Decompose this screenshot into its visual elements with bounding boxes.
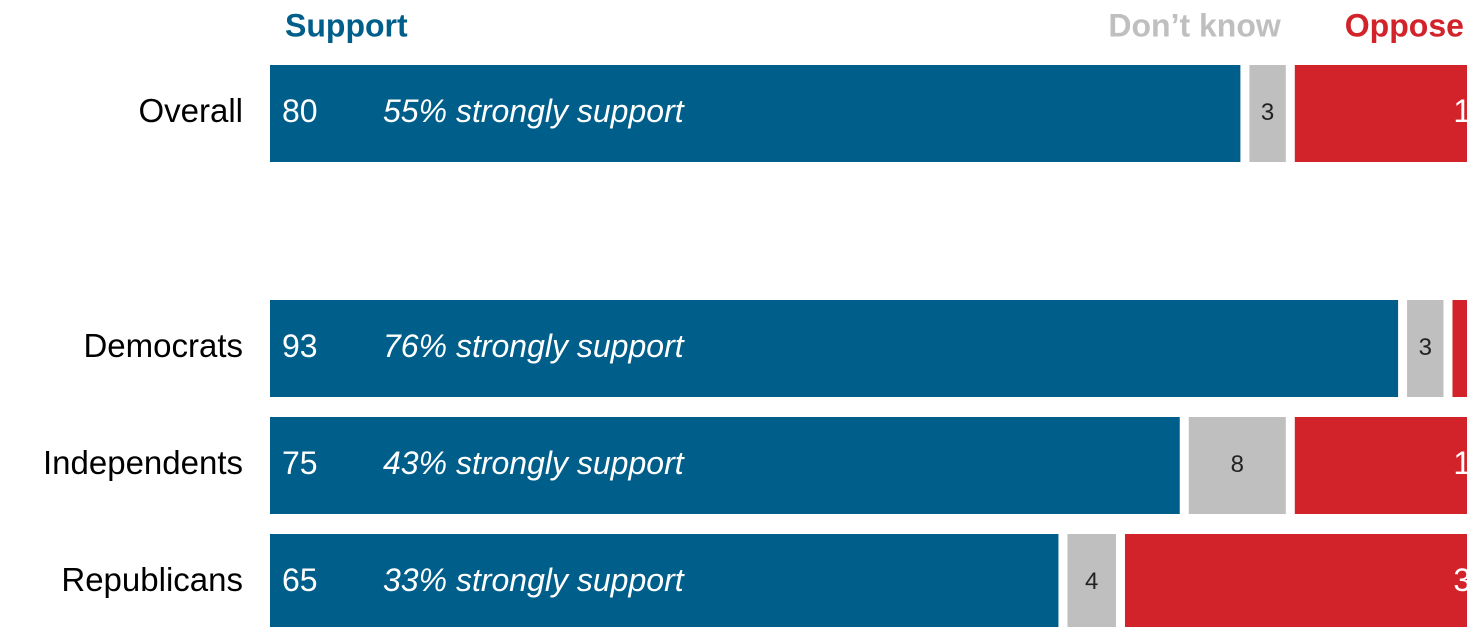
value-label: 80 [282,93,318,129]
bar-segment [1067,534,1116,627]
annotation: 76% strongly support [383,328,685,364]
legend-label: Support [285,7,408,43]
value-label: 31 [1453,562,1467,598]
value-label: 17 [1453,445,1467,481]
value-label: 4 [1085,568,1098,595]
bar-segment [270,417,1180,514]
value-label: 65 [282,562,318,598]
value-label: 3 [1261,99,1274,126]
bar-segment [270,65,1241,162]
annotation: 43% strongly support [383,445,685,481]
value-label: 75 [282,445,318,481]
bar-segment [1407,300,1444,397]
category-label: Republicans [61,561,243,598]
value-label: 3 [1419,334,1432,361]
bar-segment [1249,65,1286,162]
category-label: Democrats [83,327,243,364]
annotation: 55% strongly support [383,93,685,129]
bar-segment [270,534,1059,627]
category-label: Overall [138,92,243,129]
bar-segment [1124,534,1467,627]
annotation: 33% strongly support [383,562,685,598]
legend-label: Don’t know [1108,7,1281,43]
bar-segment [1294,417,1467,514]
bar-segment [1294,65,1467,162]
value-label: 93 [282,328,318,364]
bar-segment [1452,300,1467,397]
value-label: 8 [1231,451,1244,478]
category-label: Independents [43,444,243,481]
bar-segment [270,300,1399,397]
legend-label: Oppose [1345,7,1464,43]
bar-segment [1188,417,1286,514]
value-label: 17 [1453,93,1467,129]
